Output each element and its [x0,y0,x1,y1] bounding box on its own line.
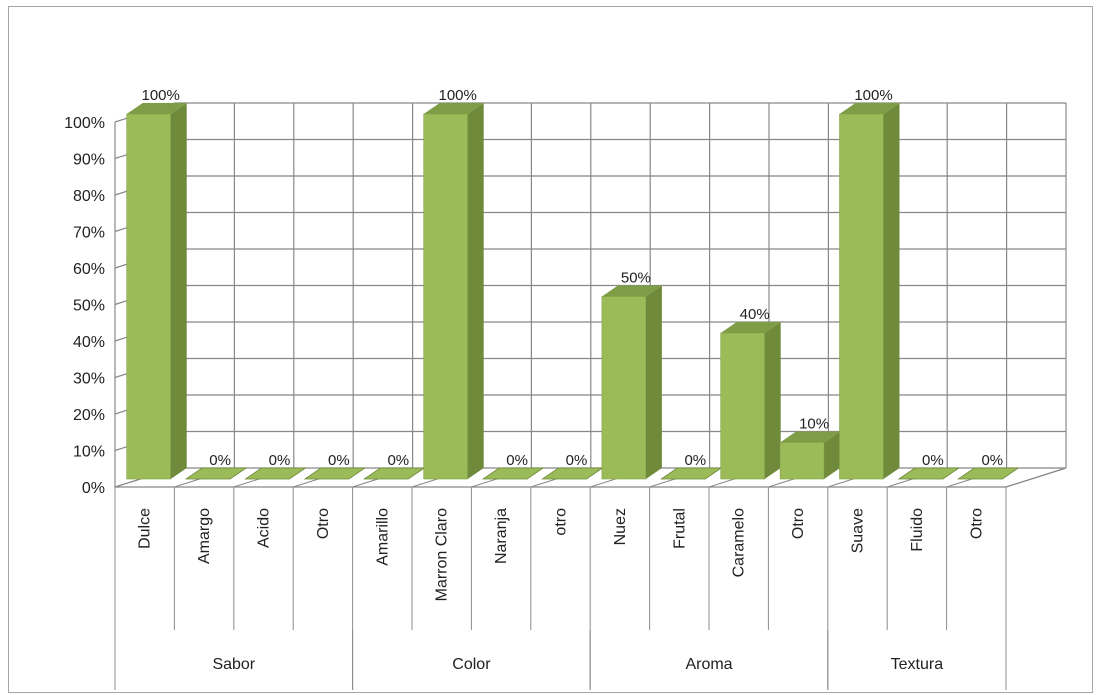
bar-front [601,296,647,480]
bar-side [645,285,662,479]
bar-side [824,431,841,479]
category-label: Otro [790,508,807,539]
data-label: 100% [854,87,892,104]
group-label: Color [452,656,491,673]
y-tick-label: 0% [82,480,105,497]
y-tick-label: 40% [73,334,105,351]
category-label: Fluido [909,508,926,552]
category-label: Otro [315,508,332,539]
bar-flat [660,467,723,480]
bar-flat [957,467,1020,480]
bar-side [764,322,781,479]
y-tick-label: 30% [73,371,105,388]
bar-front [720,332,766,480]
y-tick-label: 50% [73,298,105,315]
data-label: 0% [209,452,231,469]
category-label: Dulce [137,508,154,549]
y-tick-label: 10% [73,444,105,461]
bar-flat [244,467,307,480]
bar-top [126,103,187,114]
data-label: 0% [566,452,588,469]
y-tick-label: 80% [73,188,105,205]
data-label: 100% [439,87,477,104]
bar-top [839,103,900,114]
data-label: 100% [142,87,180,104]
data-label: 0% [328,452,350,469]
category-label: Caramelo [731,508,748,577]
category-label: Amargo [196,508,213,564]
bar-top [720,322,781,333]
data-label: 40% [740,306,770,323]
data-label: 0% [922,452,944,469]
y-tick-label: 20% [73,407,105,424]
chart-frame [8,6,1093,693]
group-label: Sabor [212,656,255,673]
data-label: 0% [684,452,706,469]
bar-front [839,113,884,480]
bar-flat [541,467,604,480]
bar-flat [481,467,545,480]
data-label: 0% [981,452,1003,469]
y-tick-label: 70% [73,225,105,242]
category-label: Suave [850,508,867,553]
bar-side [170,103,187,479]
category-label: Nuez [612,508,629,545]
bar-side [467,103,484,479]
bar-flat [303,467,367,480]
category-label: Acido [256,508,273,548]
y-tick-label: 100% [64,115,105,132]
bar-top [423,103,484,114]
bar-flat [897,467,961,480]
bar-top [780,431,841,443]
data-label: 0% [506,452,528,469]
bar-front [423,113,469,480]
category-label: Naranja [493,508,510,564]
bar-front [779,442,825,480]
bar-side [883,103,900,479]
category-label: otro [553,508,570,536]
category-label: Marron Claro [434,508,451,601]
data-label: 10% [799,416,829,433]
bar-top [601,285,662,297]
data-label: 50% [621,270,651,287]
data-label: 0% [387,452,409,469]
y-tick-label: 90% [73,152,105,169]
y-tick-label: 60% [73,261,105,278]
data-label: 0% [269,452,291,469]
group-label: Textura [891,656,944,673]
bar-front [126,113,171,480]
bar-flat [363,467,426,480]
group-label: Aroma [685,656,732,673]
floor-divider [1005,467,1067,488]
category-label: Amarillo [374,508,391,566]
category-label: Frutal [671,508,688,549]
category-label: Otro [968,508,985,539]
bar-flat [184,467,248,480]
